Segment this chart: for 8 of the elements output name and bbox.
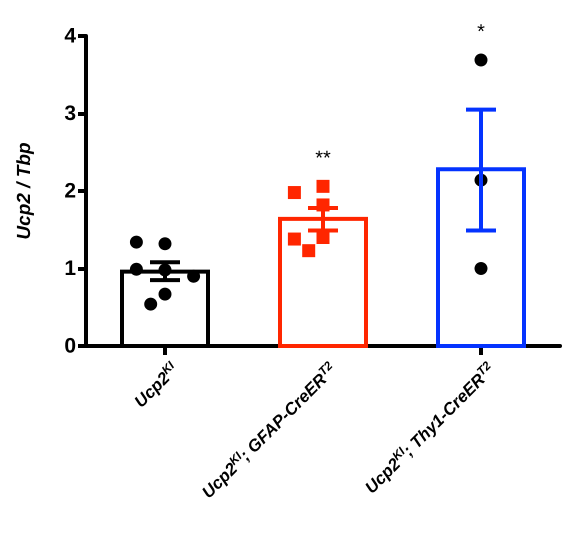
- annotation: **: [315, 147, 331, 170]
- y-tick-label: 2: [64, 180, 76, 202]
- y-axis-title: Ucp2 / Tbp: [14, 142, 35, 240]
- y-tick-label: 1: [64, 257, 76, 280]
- y-tick-label: 0: [64, 334, 76, 358]
- annotation: *: [477, 21, 486, 44]
- y-tick-label: 4: [64, 24, 76, 48]
- y-tick-label: 3: [64, 102, 76, 125]
